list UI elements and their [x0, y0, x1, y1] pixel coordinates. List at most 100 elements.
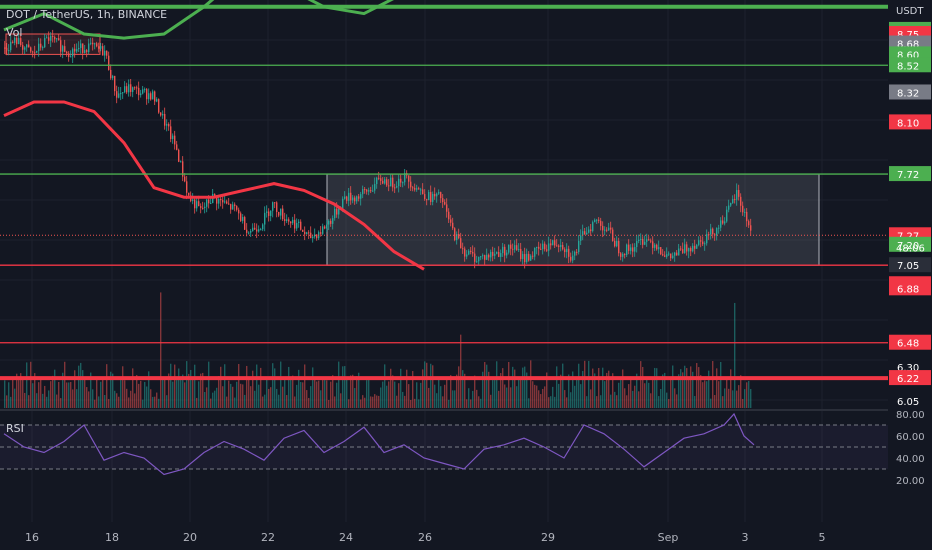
volume-bar: [212, 392, 214, 408]
volume-bar: [136, 375, 138, 408]
candle-body: [630, 247, 632, 251]
candle-body: [678, 248, 680, 256]
volume-bar: [182, 374, 184, 408]
candle-body: [256, 229, 258, 232]
candle-body: [72, 48, 74, 57]
volume-bar: [8, 382, 10, 408]
candle-body: [632, 247, 634, 252]
volume-bar: [56, 394, 58, 408]
candle-body: [484, 255, 486, 260]
candle-body: [338, 208, 340, 215]
volume-bar: [694, 396, 696, 408]
candle-body: [128, 84, 130, 93]
candle-body: [468, 250, 470, 255]
volume-bar: [196, 397, 198, 408]
candle-body: [540, 248, 542, 250]
volume-bar: [666, 392, 668, 408]
volume-bar: [562, 363, 564, 408]
candle-body: [78, 47, 80, 50]
volume-bar: [264, 394, 266, 408]
volume-bar: [644, 383, 646, 408]
volume-bar: [14, 388, 16, 408]
volume-bar: [58, 381, 60, 408]
candle-body: [186, 181, 188, 193]
volume-bar: [298, 369, 300, 408]
candle-body: [80, 43, 82, 48]
candle-body: [368, 190, 370, 192]
volume-bar: [40, 378, 42, 408]
volume-bar: [636, 373, 638, 408]
volume-bar: [690, 366, 692, 408]
volume-bar: [344, 366, 346, 408]
candle-body: [470, 250, 472, 253]
volume-bar: [120, 378, 122, 408]
volume-bar: [60, 398, 62, 408]
price-tick-badge: [889, 57, 931, 73]
volume-bar: [722, 396, 724, 408]
candle-body: [4, 47, 6, 49]
candle-body: [380, 178, 382, 181]
volume-bar: [466, 399, 468, 408]
volume-bar: [54, 369, 56, 408]
volume-label[interactable]: Vol: [6, 26, 23, 39]
volume-bar: [656, 368, 658, 408]
volume-bar: [472, 390, 474, 408]
candle-body: [150, 93, 152, 100]
volume-bar: [22, 377, 24, 408]
volume-bar: [568, 374, 570, 408]
volume-bar: [294, 396, 296, 408]
candle-body: [680, 248, 682, 250]
candle-body: [348, 192, 350, 201]
candle-body: [454, 228, 456, 241]
volume-bar: [310, 386, 312, 408]
volume-bar: [216, 387, 218, 408]
candle-body: [346, 196, 348, 201]
candle-body: [208, 199, 210, 204]
candle-body: [698, 240, 700, 245]
volume-bar: [198, 381, 200, 408]
candle-body: [104, 50, 106, 56]
volume-bar: [476, 389, 478, 408]
candle-body: [6, 47, 8, 51]
volume-bar: [602, 367, 604, 408]
volume-bar: [508, 362, 510, 408]
volume-bar: [536, 385, 538, 408]
candle-body: [40, 43, 42, 48]
volume-bar: [224, 364, 226, 408]
candle-body: [700, 240, 702, 242]
candle-body: [434, 193, 436, 197]
candle-body: [244, 217, 246, 230]
rsi-label[interactable]: RSI: [6, 422, 24, 435]
candle-body: [130, 84, 132, 92]
candle-body: [250, 230, 252, 233]
volume-bar: [272, 363, 274, 408]
volume-bar: [350, 375, 352, 408]
volume-bar: [744, 389, 746, 408]
volume-bar: [50, 381, 52, 408]
candle-body: [74, 48, 76, 52]
symbol-legend[interactable]: DOT / TetherUS, 1h, BINANCE: [6, 8, 168, 21]
volume-bar: [372, 396, 374, 408]
candle-body: [744, 211, 746, 213]
volume-bar: [114, 390, 116, 408]
candle-body: [384, 179, 386, 184]
candle-body: [324, 226, 326, 229]
candle-body: [694, 245, 696, 249]
volume-bar: [354, 388, 356, 408]
time-tick-label: 26: [418, 531, 432, 544]
volume-bar: [218, 376, 220, 408]
volume-bar: [528, 398, 530, 408]
candle-body: [690, 248, 692, 252]
candle-body: [278, 211, 280, 216]
volume-bar: [574, 385, 576, 408]
candle-body: [366, 189, 368, 192]
candle-body: [542, 243, 544, 250]
currency-label: USDT: [896, 6, 924, 17]
candle-body: [356, 196, 358, 202]
volume-bar: [512, 366, 514, 408]
candle-body: [456, 233, 458, 241]
candle-body: [472, 252, 474, 254]
volume-bar: [488, 371, 490, 408]
volume-bar: [308, 397, 310, 408]
